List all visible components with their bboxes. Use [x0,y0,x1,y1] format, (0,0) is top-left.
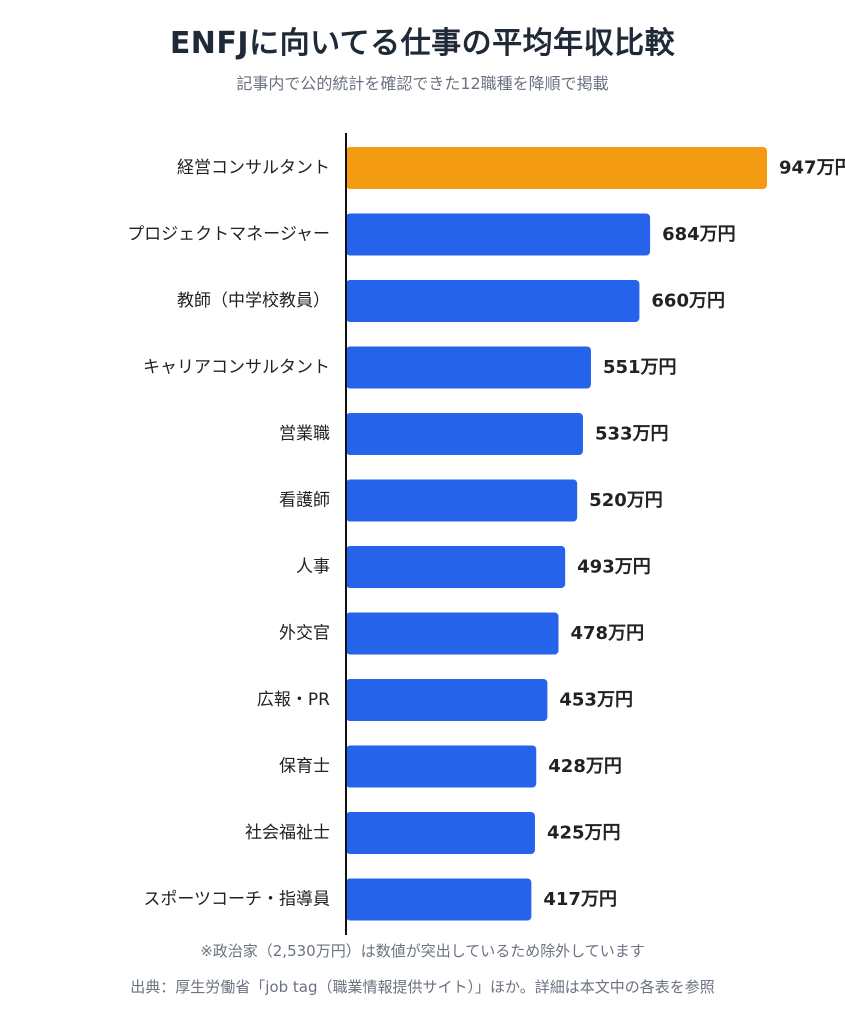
value-label: 520万円 [589,490,663,511]
category-label: 社会福祉士 [245,823,330,843]
category-label: 保育士 [279,757,330,777]
bar-11 [346,878,532,921]
category-label: 看護師 [279,491,330,511]
chart-title: ENFJに向いてる仕事の平均年収比較 [169,26,676,61]
value-label: 478万円 [571,623,645,644]
category-label: キャリアコンサルタント [143,358,330,378]
bar-7 [346,612,559,655]
value-label: 551万円 [603,357,677,378]
category-label: スポーツコーチ・指導員 [143,890,330,910]
category-label: 営業職 [279,424,330,444]
value-label: 947万円 [779,158,845,179]
value-label: 493万円 [577,557,651,578]
category-label: 教師（中学校教員） [177,291,330,311]
value-label: 428万円 [548,756,622,777]
bar-8 [346,679,548,721]
bar-2 [346,280,640,322]
category-label: 経営コンサルタント [177,158,330,178]
bar-0 [346,147,767,189]
category-label: 広報・PR [257,690,330,710]
bar-4 [346,413,583,455]
value-label: 453万円 [559,690,633,711]
bar-3 [346,346,591,389]
value-label: 684万円 [662,224,736,245]
chart-subtitle: 記事内で公的統計を確認できた12職種を降順で掲載 [236,74,609,93]
bar-1 [346,213,651,256]
value-label: 425万円 [547,823,621,844]
value-label: 417万円 [543,889,617,910]
value-label: 533万円 [595,424,669,445]
category-label: 人事 [296,557,330,577]
value-label: 660万円 [651,291,725,312]
bar-9 [346,745,537,788]
bar-6 [346,546,566,588]
source-note: 出典：厚生労働省「job tag（職業情報提供サイト）」ほか。詳細は本文中の各表… [130,978,715,996]
exclusion-note: ※政治家（2,530万円）は数値が突出しているため除外しています [200,942,645,960]
category-label: プロジェクトマネージャー [127,225,330,245]
category-label: 外交官 [279,624,330,644]
bar-10 [346,812,535,854]
bar-5 [346,479,578,522]
